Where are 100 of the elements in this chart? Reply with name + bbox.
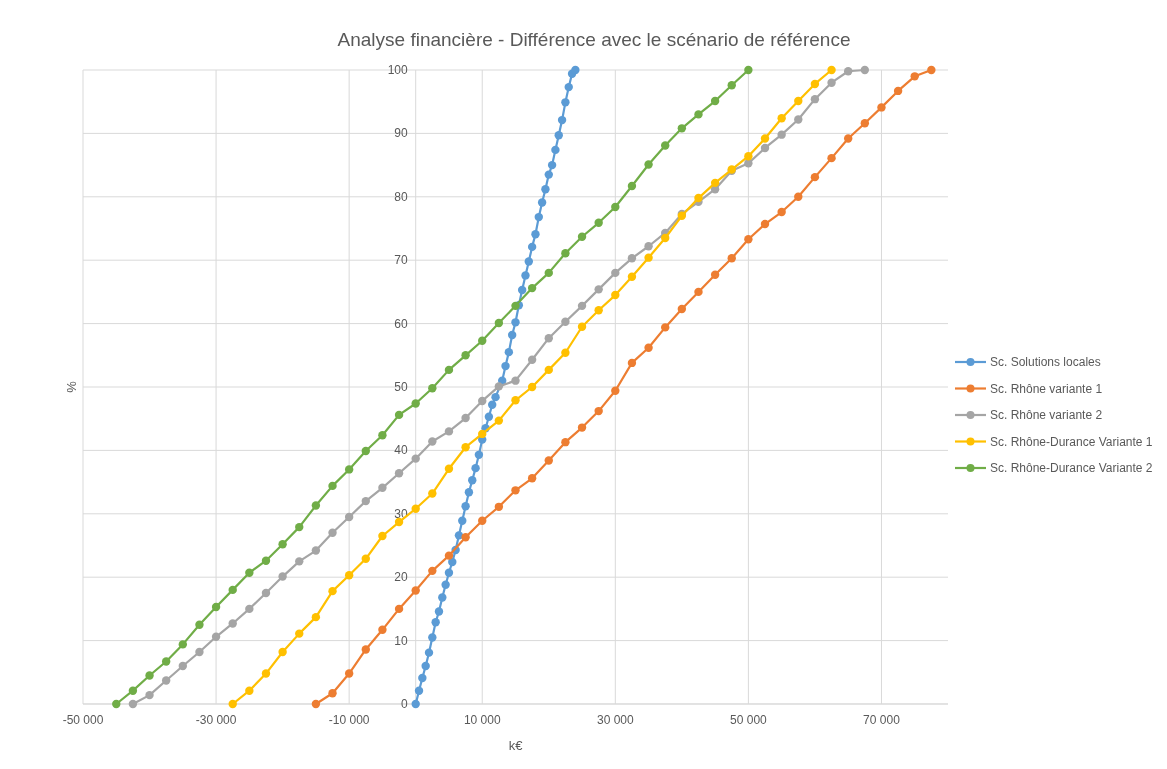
point: [438, 593, 447, 602]
point: [544, 268, 553, 278]
point: [458, 516, 467, 525]
point: [561, 348, 570, 357]
point: [361, 554, 370, 564]
point: [571, 65, 580, 75]
point: [561, 249, 570, 258]
point: [295, 522, 304, 532]
point: [491, 392, 500, 402]
point: [444, 365, 454, 375]
point: [428, 437, 437, 446]
point: [344, 465, 354, 474]
point: [677, 124, 687, 133]
point: [727, 254, 736, 263]
point: [261, 556, 271, 565]
point: [644, 242, 653, 251]
point: [527, 382, 537, 392]
point: [527, 283, 537, 293]
point: [527, 474, 537, 483]
point: [378, 430, 387, 440]
point: [547, 160, 557, 170]
point: [494, 318, 504, 328]
x-tick-label: 70 000: [863, 713, 901, 727]
point: [418, 673, 427, 683]
point: [744, 152, 753, 161]
point: [893, 86, 903, 96]
point: [910, 72, 919, 81]
point: [178, 661, 188, 671]
point: [710, 96, 720, 106]
legend-label: Sc. Rhône-Durance Variante 1: [990, 434, 1153, 449]
point: [161, 657, 171, 666]
point: [794, 96, 803, 106]
point: [594, 306, 603, 315]
y-tick-label: 50: [394, 380, 409, 394]
point: [760, 219, 770, 229]
point: [211, 632, 221, 641]
point: [311, 612, 321, 622]
y-tick-label: 100: [387, 63, 409, 77]
point: [627, 181, 637, 191]
y-tick-label: 20: [394, 570, 409, 585]
point: [478, 516, 487, 525]
point: [627, 358, 637, 368]
point: [860, 119, 870, 128]
point: [128, 686, 138, 695]
point: [311, 699, 321, 709]
point: [843, 67, 853, 76]
point: [411, 504, 420, 513]
y-axis-title: %: [64, 380, 79, 393]
point: [794, 115, 803, 124]
point: [428, 384, 437, 393]
y-tick-label: 60: [394, 316, 409, 331]
point: [710, 270, 720, 279]
point: [145, 690, 154, 700]
point: [245, 686, 254, 695]
point: [710, 178, 720, 188]
point: [444, 464, 454, 473]
point: [411, 586, 420, 595]
point: [428, 566, 437, 576]
point: [810, 94, 820, 104]
point: [644, 343, 653, 352]
point: [551, 145, 560, 155]
point: [261, 588, 271, 598]
point: [507, 330, 517, 340]
point: [454, 531, 464, 540]
point: [527, 355, 537, 364]
point: [228, 619, 237, 628]
y-tick-label: 90: [394, 126, 409, 141]
x-tick-label: -30 000: [195, 713, 237, 727]
point: [827, 65, 836, 75]
point: [511, 396, 520, 405]
point: [627, 272, 637, 281]
point: [544, 170, 553, 179]
point: [517, 285, 527, 295]
point: [810, 172, 820, 182]
y-tick-label: 70: [394, 253, 409, 268]
point: [860, 65, 870, 75]
x-tick-label: 50 000: [730, 713, 768, 727]
point: [461, 413, 470, 423]
point: [694, 193, 703, 203]
point: [478, 336, 487, 345]
point: [468, 476, 477, 485]
point: [827, 78, 836, 87]
point: [421, 661, 430, 671]
point: [461, 443, 470, 452]
point: [760, 134, 770, 143]
point: [577, 232, 587, 241]
point: [494, 416, 504, 425]
point: [295, 557, 304, 566]
point: [744, 159, 753, 168]
point: [577, 423, 587, 432]
point: [361, 446, 370, 456]
point: [661, 141, 670, 150]
point: [394, 517, 404, 527]
point: [461, 351, 470, 360]
point: [594, 406, 603, 416]
point: [531, 230, 540, 239]
point: [694, 287, 703, 297]
point: [594, 218, 603, 227]
point: [544, 333, 553, 343]
point: [394, 469, 404, 478]
